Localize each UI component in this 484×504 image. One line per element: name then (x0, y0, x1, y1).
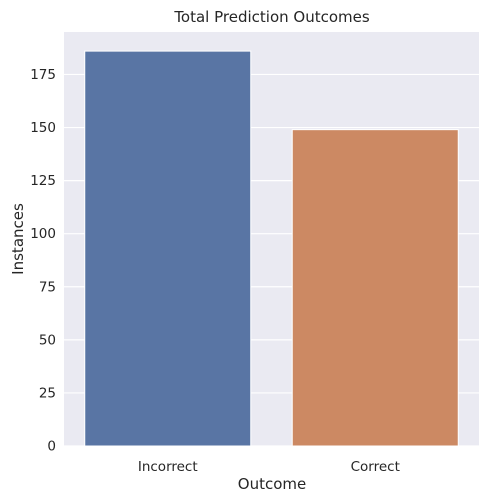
y-tick-label: 125 (30, 173, 56, 189)
y-tick-label: 100 (30, 226, 56, 242)
x-axis-ticks: Incorrect Correct (138, 459, 400, 475)
x-axis-label: Outcome (238, 475, 306, 493)
y-tick-label: 150 (30, 120, 56, 136)
chart-title: Total Prediction Outcomes (173, 8, 370, 26)
bar-incorrect (84, 50, 252, 447)
y-tick-label: 175 (30, 67, 56, 83)
bars (84, 50, 459, 447)
x-tick-label: Correct (351, 459, 400, 475)
y-tick-label: 50 (39, 332, 56, 348)
y-axis-label: Instances (9, 203, 27, 275)
y-tick-label: 0 (47, 439, 56, 455)
y-axis-ticks: 0 25 50 75 100 125 150 175 (30, 67, 56, 455)
y-tick-label: 75 (39, 279, 56, 295)
y-tick-label: 25 (39, 385, 56, 401)
x-tick-label: Incorrect (138, 459, 198, 475)
bar-correct (291, 129, 459, 447)
